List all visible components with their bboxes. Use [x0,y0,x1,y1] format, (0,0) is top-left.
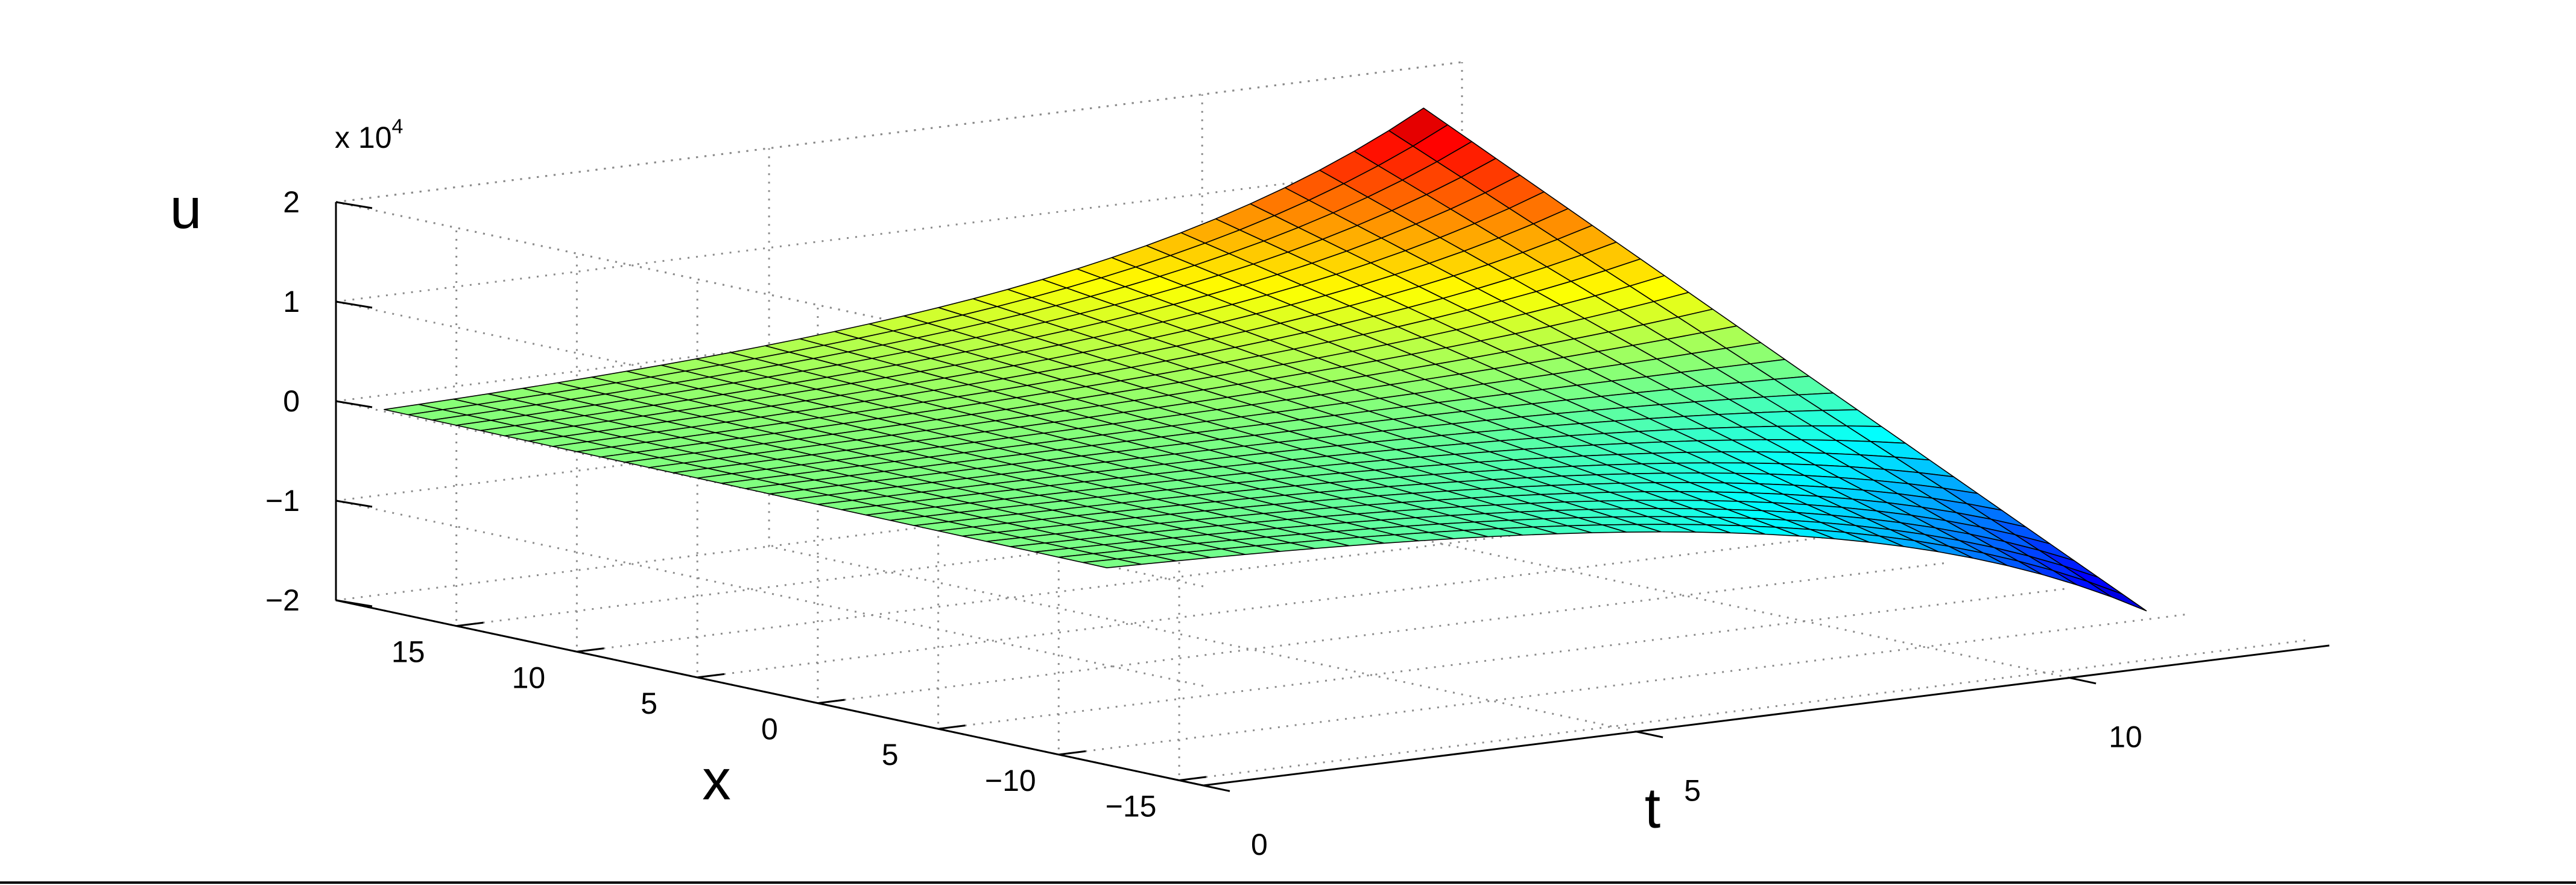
u-tick [335,300,373,309]
x-tick-label: −10 [985,764,1036,798]
t-tick-label: 0 [1251,828,1268,861]
u-tick-label: −2 [265,583,300,617]
u-tick [335,500,373,508]
x-tick [577,647,604,653]
u-tick-label: −1 [265,484,300,518]
x-tick [817,699,845,705]
z-axis-label: u [170,177,202,241]
x-tick-label: 0 [761,712,778,746]
x-axis-label: t [1645,776,1660,840]
t-tick [1636,731,1663,738]
y-axis-label: x [702,748,731,812]
x-tick [697,673,725,679]
u-tick-label: 0 [283,384,300,418]
x-tick [1059,750,1086,756]
x-tick [456,621,484,627]
x-tick-label: 15 [391,635,425,669]
x-tick-label: 10 [512,661,546,694]
surface-cell [2087,580,2147,612]
x-tick [1179,776,1206,781]
x-tick-label: 5 [641,687,657,720]
u-tick-label: 1 [283,285,300,319]
u-tick [335,599,373,607]
x-tick-label: 5 [882,738,899,772]
u-tick-label: 2 [283,185,300,219]
x-tick [938,725,966,730]
axes-lines [0,201,2576,884]
u-tick [335,201,373,209]
t-gridline [768,148,1637,733]
z-exponent-label: x 104 [335,115,403,154]
surface-mesh [384,107,2147,612]
x-axis-line [335,599,1204,787]
t-tick-label: 5 [1684,774,1701,808]
t-tick [2069,677,2097,685]
box-edge [335,61,1463,203]
u-tick [335,400,373,408]
t-tick [1203,784,1230,792]
t-tick-label: 10 [2109,720,2142,753]
t-axis-line [1203,644,2330,787]
x-tick-label: −15 [1106,789,1157,823]
